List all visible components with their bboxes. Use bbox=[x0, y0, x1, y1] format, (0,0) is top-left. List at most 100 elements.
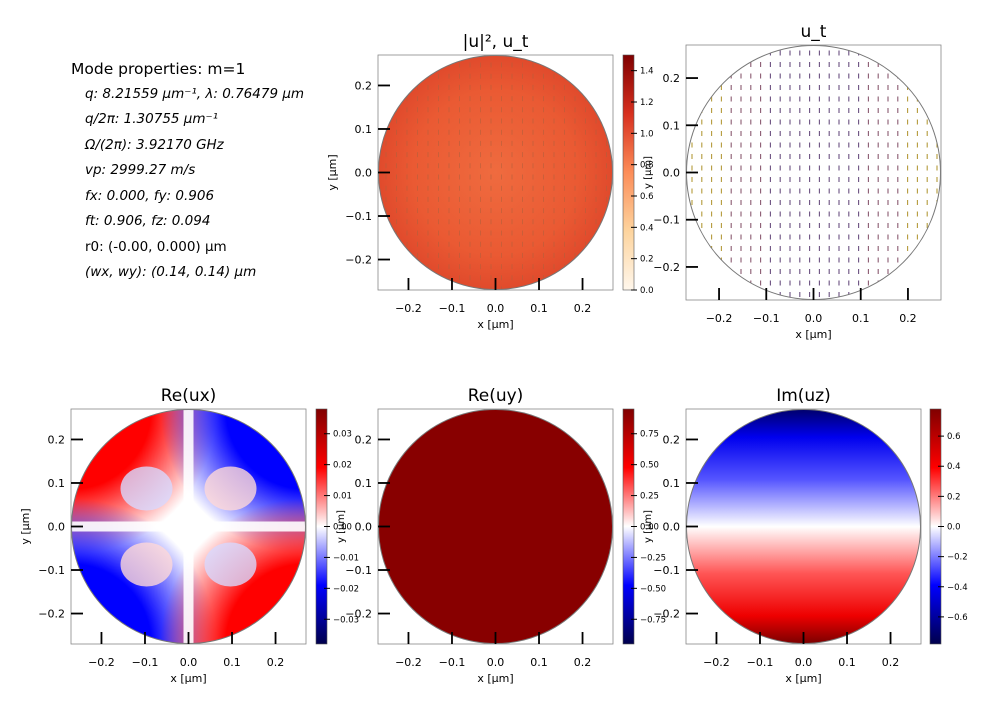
colorbar-tick-label: 0.75 bbox=[640, 430, 659, 440]
x-axis-label: x [μm] bbox=[785, 672, 821, 685]
x-tick-label: 0.0 bbox=[487, 656, 505, 669]
colorbar-tick-label: 0.00 bbox=[640, 523, 659, 533]
prop-line: q: 8.21559 μm⁻¹, λ: 0.76479 μm bbox=[85, 86, 304, 102]
inner-lobe bbox=[204, 466, 257, 511]
x-tick-label: 0.2 bbox=[267, 656, 285, 669]
x-axis-label: x [μm] bbox=[477, 672, 513, 685]
colorbar-tick-label: 1.0 bbox=[640, 129, 654, 139]
field-plot bbox=[71, 409, 306, 644]
y-tick-label: −0.2 bbox=[345, 608, 372, 621]
y-tick-label: 0.1 bbox=[355, 477, 373, 490]
y-tick-label: 0.1 bbox=[48, 477, 66, 490]
x-tick-label: −0.2 bbox=[88, 656, 115, 669]
dipole-field bbox=[686, 409, 921, 644]
colorbar-tick-label: 0.01 bbox=[333, 492, 352, 502]
y-tick-label: 0.2 bbox=[663, 72, 681, 85]
prop-line: fx: 0.000, fy: 0.906 bbox=[85, 188, 214, 204]
x-tick-label: −0.2 bbox=[395, 656, 422, 669]
colorbar-tick-label: 0.4 bbox=[947, 462, 961, 472]
x-axis-label: x [μm] bbox=[477, 318, 513, 331]
x-tick-label: 0.1 bbox=[838, 656, 856, 669]
x-tick-label: 0.1 bbox=[530, 302, 548, 315]
x-tick-label: 0.1 bbox=[852, 312, 870, 325]
prop-line: (wx, wy): (0.14, 0.14) μm bbox=[85, 264, 256, 280]
colorbar-tick-label: 0.03 bbox=[333, 430, 352, 440]
prop-line: r0: (-0.00, 0.000) μm bbox=[85, 239, 227, 255]
colorbar bbox=[622, 54, 635, 291]
y-tick-label: 0.2 bbox=[355, 79, 373, 92]
panel-title: |u|², u_t bbox=[463, 32, 529, 52]
y-tick-label: −0.2 bbox=[653, 608, 680, 621]
panel-title: Re(ux) bbox=[161, 386, 217, 406]
prop-line: Ω/(2π): 3.92170 GHz bbox=[84, 137, 225, 153]
panel-title: Im(uz) bbox=[776, 386, 831, 406]
y-tick-label: −0.1 bbox=[653, 214, 680, 227]
colorbar-tick-label: 0.4 bbox=[640, 223, 654, 233]
uniform-field bbox=[378, 409, 613, 644]
y-tick-label: 0.1 bbox=[663, 119, 681, 132]
colorbar-tick-label: −0.75 bbox=[640, 615, 666, 625]
x-tick-label: 0.0 bbox=[180, 656, 198, 669]
y-tick-label: −0.1 bbox=[38, 564, 65, 577]
colorbar-tick-label: 0.2 bbox=[947, 492, 961, 502]
colorbar-label: y [μm] bbox=[643, 510, 654, 543]
colorbar-tick-label: −0.4 bbox=[947, 583, 968, 593]
colorbar-label: y [μm] bbox=[336, 510, 347, 543]
colorbar-tick-label: 0.00 bbox=[333, 523, 352, 533]
y-tick-label: 0.0 bbox=[48, 521, 66, 534]
inner-lobe bbox=[204, 542, 257, 587]
y-tick-label: 0.2 bbox=[355, 433, 373, 446]
x-tick-label: −0.1 bbox=[132, 656, 159, 669]
prop-line: vp: 2999.27 m/s bbox=[85, 162, 195, 178]
field-plot bbox=[378, 409, 613, 644]
prop-line: q/2π: 1.30755 μm⁻¹ bbox=[85, 111, 218, 127]
colorbar-tick-label: 1.4 bbox=[640, 67, 654, 77]
colorbar-tick-label: 0.2 bbox=[640, 255, 654, 265]
y-axis-label: y [μm] bbox=[19, 508, 32, 544]
x-tick-label: −0.1 bbox=[439, 656, 466, 669]
colorbar-tick-label: 1.2 bbox=[640, 98, 654, 108]
y-tick-label: −0.2 bbox=[345, 254, 372, 267]
x-tick-label: −0.1 bbox=[439, 302, 466, 315]
intensity-map bbox=[378, 55, 613, 290]
x-tick-label: 0.2 bbox=[574, 656, 592, 669]
node-line bbox=[71, 521, 306, 532]
colorbar-tick-label: −0.03 bbox=[333, 615, 359, 625]
inner-lobe bbox=[120, 466, 173, 511]
x-tick-label: 0.0 bbox=[805, 312, 823, 325]
x-tick-label: −0.2 bbox=[703, 656, 730, 669]
colorbar-tick-label: −0.6 bbox=[947, 613, 968, 623]
x-tick-label: −0.1 bbox=[753, 312, 780, 325]
prop-line: ft: 0.906, fz: 0.094 bbox=[85, 213, 210, 229]
panel-title: Re(uy) bbox=[468, 386, 524, 406]
x-tick-label: 0.1 bbox=[530, 656, 548, 669]
colorbar-label: y [μm] bbox=[643, 156, 654, 189]
field-plot bbox=[686, 45, 941, 300]
field-plot bbox=[686, 409, 921, 644]
y-tick-label: 0.0 bbox=[663, 167, 681, 180]
y-tick-label: 0.0 bbox=[355, 521, 373, 534]
panel-dipole-y: −0.2 −0.1 0.0 0.1 0.2 −0.2 −0.1 0.0 0.1 0.2 x [μm]… bbox=[653, 386, 967, 685]
y-tick-label: 0.2 bbox=[663, 433, 681, 446]
x-axis-label: x [μm] bbox=[170, 672, 206, 685]
x-tick-label: 0.1 bbox=[223, 656, 241, 669]
colorbar-tick-label: 0.6 bbox=[947, 432, 961, 442]
colorbar-tick-label: 0.02 bbox=[333, 461, 352, 471]
y-tick-label: 0.1 bbox=[663, 477, 681, 490]
y-tick-label: 0.0 bbox=[663, 521, 681, 534]
colorbar-tick-label: −0.50 bbox=[640, 584, 666, 594]
x-tick-label: 0.2 bbox=[574, 302, 592, 315]
y-axis-label: y [μm] bbox=[326, 154, 339, 190]
y-tick-label: −0.2 bbox=[653, 261, 680, 274]
colorbar-tick-label: 0.0 bbox=[947, 523, 961, 533]
colorbar-tick-label: 0.50 bbox=[640, 461, 659, 471]
colorbar-tick-label: 0.6 bbox=[640, 192, 654, 202]
panel-intensity: −0.2 −0.1 0.0 0.1 0.2 −0.2 −0.1 0.0 0.1 0.2 x [μm]… bbox=[326, 32, 654, 331]
panel-vectors: −0.2 −0.1 0.0 0.1 0.2 −0.2 −0.1 0.0 0.1 0.2 x [μm]… bbox=[653, 22, 942, 341]
vector-bg bbox=[686, 45, 941, 300]
inner-lobe bbox=[120, 542, 173, 587]
colorbar-tick-label: 0.0 bbox=[640, 286, 654, 296]
x-tick-label: −0.2 bbox=[706, 312, 733, 325]
y-tick-label: −0.2 bbox=[38, 608, 65, 621]
